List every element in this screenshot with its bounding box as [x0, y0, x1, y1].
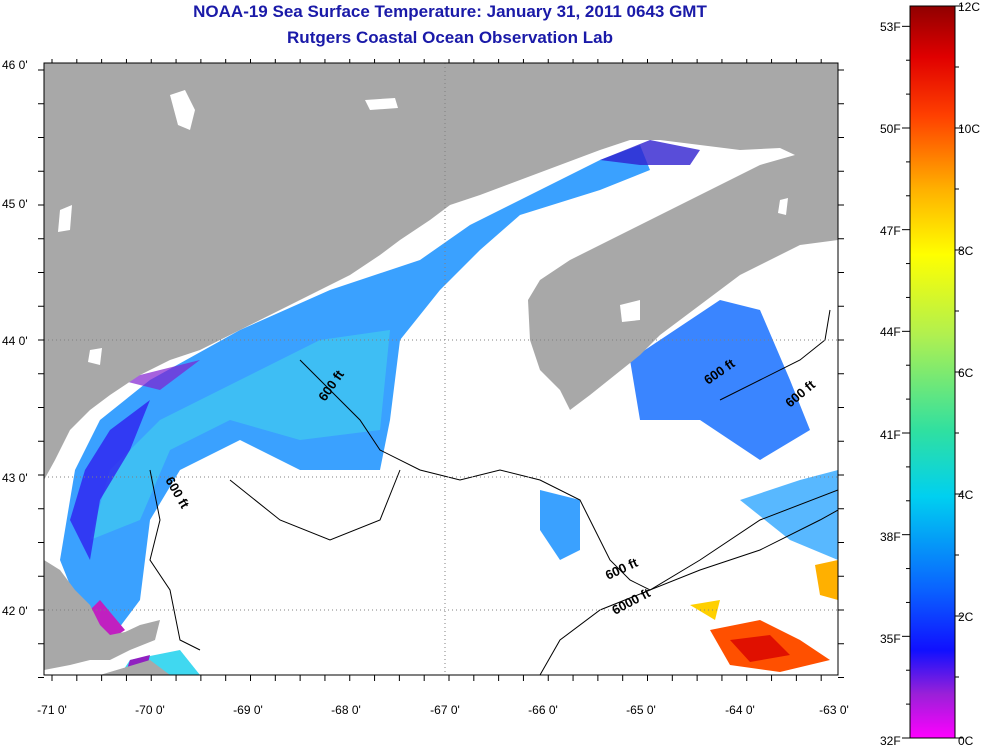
- lon-label: -69 0': [233, 703, 263, 717]
- fahrenheit-label: 47F: [880, 224, 901, 238]
- frame-ticks: [38, 59, 844, 681]
- map-title: NOAA-19 Sea Surface Temperature: January…: [193, 2, 707, 21]
- lat-label: 43 0': [2, 471, 28, 485]
- map-frame: [43, 62, 839, 676]
- lon-label: -70 0': [135, 703, 165, 717]
- fahrenheit-label: 38F: [880, 530, 901, 544]
- colorbar-ticks: [902, 5, 963, 739]
- latitude-labels: 46 0' 45 0' 44 0' 43 0' 42 0': [2, 58, 28, 618]
- map-subtitle: Rutgers Coastal Ocean Observation Lab: [287, 28, 613, 47]
- fahrenheit-label: 32F: [880, 734, 901, 748]
- lon-label: -66 0': [528, 703, 558, 717]
- colorbar: [909, 5, 956, 739]
- lat-label: 44 0': [2, 334, 28, 348]
- fahrenheit-label: 44F: [880, 325, 901, 339]
- celsius-label: 6C: [958, 366, 974, 380]
- fahrenheit-label: 35F: [880, 632, 901, 646]
- lat-label: 46 0': [2, 58, 28, 72]
- celsius-label: 8C: [958, 244, 974, 258]
- lon-label: -71 0': [37, 703, 67, 717]
- land: [44, 63, 838, 675]
- celsius-label: 0C: [958, 734, 974, 748]
- colorbar-fahrenheit-labels: 53F 50F 47F 44F 41F 38F 35F 32F: [880, 20, 901, 748]
- lat-label: 42 0': [2, 604, 28, 618]
- celsius-label: 10C: [958, 122, 980, 136]
- lat-label: 45 0': [2, 197, 28, 211]
- colorbar-celsius-labels: 12C 10C 8C 6C 4C 2C 0C: [958, 0, 980, 748]
- celsius-label: 12C: [958, 0, 980, 14]
- graticule: [44, 63, 838, 675]
- longitude-labels: -71 0' -70 0' -69 0' -68 0' -67 0' -66 0…: [37, 703, 849, 717]
- fahrenheit-label: 50F: [880, 122, 901, 136]
- celsius-label: 4C: [958, 488, 974, 502]
- bathymetry-contours: [149, 309, 838, 675]
- lon-label: -63 0': [819, 703, 849, 717]
- celsius-label: 2C: [958, 610, 974, 624]
- lon-label: -68 0': [331, 703, 361, 717]
- lon-label: -64 0': [725, 703, 755, 717]
- fahrenheit-label: 53F: [880, 20, 901, 34]
- lon-label: -67 0': [430, 703, 460, 717]
- lon-label: -65 0': [626, 703, 656, 717]
- land-lakes: [58, 90, 788, 365]
- fahrenheit-label: 41F: [880, 428, 901, 442]
